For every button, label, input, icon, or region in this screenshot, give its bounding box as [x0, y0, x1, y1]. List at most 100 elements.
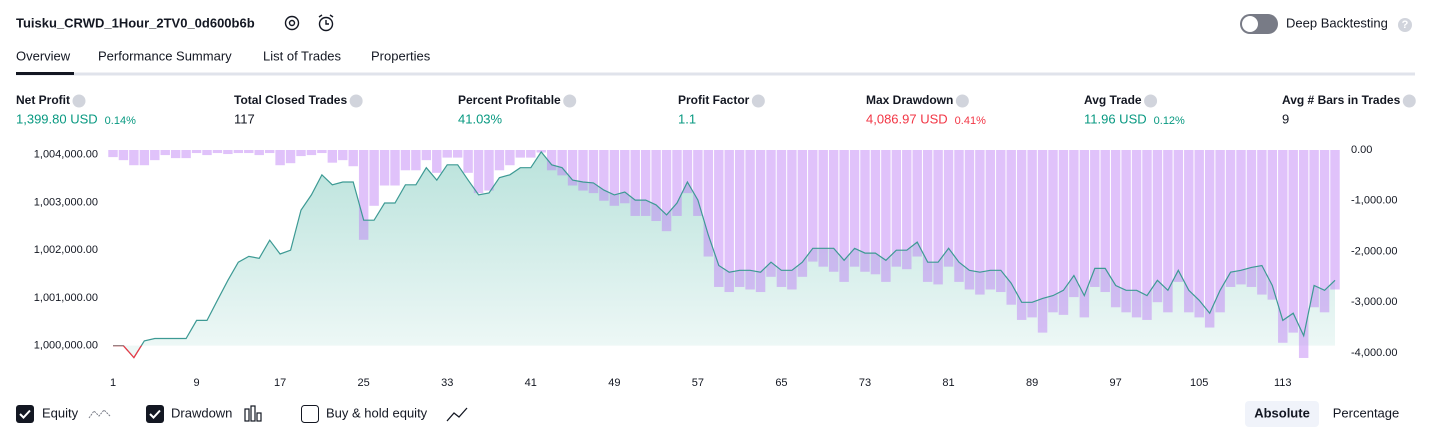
drawdown-bar [1278, 150, 1288, 343]
y2-tick-label: -4,000.00 [1351, 347, 1397, 359]
drawdown-bar [703, 150, 714, 257]
drawdown-bar [693, 150, 703, 216]
help-icon[interactable]: ? [1398, 18, 1412, 32]
drawdown-icon [244, 405, 262, 422]
y-tick-label: 1,002,000.00 [34, 244, 98, 256]
metric-label: Profit Factor [678, 93, 750, 107]
drawdown-bar [1215, 150, 1225, 313]
drawdown-bar [1330, 150, 1340, 290]
drawdown-bar [1006, 150, 1016, 305]
drawdown-bar [755, 150, 766, 293]
metric-percent: 0.41% [955, 115, 986, 127]
drawdown-bar [442, 150, 452, 158]
drawdown-bar [1288, 150, 1298, 333]
drawdown-bar [1309, 150, 1319, 308]
drawdown-bar [494, 150, 505, 171]
drawdown-bar [891, 150, 902, 267]
drawdown-bar [599, 150, 609, 201]
drawdown-bar [1194, 150, 1204, 318]
drawdown-bar [1152, 150, 1163, 303]
drawdown-bar [1069, 150, 1079, 298]
metric-value: 117 [234, 111, 255, 126]
drawdown-bar [421, 150, 432, 161]
drawdown-bar [1090, 150, 1100, 287]
deep-backtesting-label: Deep Backtesting [1286, 15, 1388, 30]
drawdown-bar [400, 150, 411, 171]
drawdown-bar [996, 150, 1006, 293]
drawdown-bar [1027, 150, 1037, 318]
x-tick-label: 73 [859, 377, 871, 389]
drawdown-bar [484, 150, 494, 191]
drawdown-bar [588, 150, 599, 194]
metric-label: Percent Profitable [458, 93, 561, 107]
drawdown-bar [808, 150, 818, 262]
tab[interactable]: Properties [371, 48, 431, 63]
x-tick-label: 41 [525, 377, 537, 389]
drawdown-bar [1058, 150, 1069, 315]
tab[interactable]: Overview [16, 48, 71, 63]
drawdown-bar [724, 150, 734, 293]
metric-value: 41.03% [458, 111, 503, 126]
metric-value: 9 [1282, 111, 1289, 126]
drawdown-bar [390, 150, 400, 186]
settings-icon[interactable] [284, 15, 300, 31]
buy-hold-checkbox[interactable] [301, 405, 319, 423]
drawdown-bar [943, 150, 954, 267]
x-tick-label: 1 [110, 377, 116, 389]
info-icon [1402, 94, 1416, 108]
drawdown-bar [338, 150, 348, 161]
absolute-button-bg[interactable] [1245, 401, 1319, 427]
drawdown-bar [745, 150, 755, 290]
deep-backtesting-toggle[interactable] [1240, 14, 1278, 34]
drawdown-bar [828, 150, 839, 272]
drawdown-bar [150, 150, 160, 161]
drawdown-bar [546, 150, 557, 171]
absolute-button[interactable]: Absolute [1254, 405, 1310, 420]
drawdown-bar [849, 150, 860, 267]
drawdown-checkbox[interactable] [146, 405, 164, 423]
drawdown-bar [1121, 150, 1131, 313]
x-tick-label: 25 [358, 377, 370, 389]
metric-percent: 0.14% [105, 115, 136, 127]
alert-icon[interactable] [318, 14, 334, 32]
drawdown-bar [452, 150, 463, 158]
x-tick-label: 9 [193, 377, 199, 389]
drawdown-bar [411, 150, 421, 171]
drawdown-bar [379, 150, 390, 186]
drawdown-bar [776, 150, 787, 287]
drawdown-bar [170, 150, 181, 159]
drawdown-bar [1100, 150, 1110, 293]
metric-value: 4,086.97 USD [866, 111, 948, 126]
x-tick-label: 57 [692, 377, 704, 389]
drawdown-bar [463, 150, 473, 173]
x-tick-label: 65 [775, 377, 787, 389]
y2-tick-label: -2,000.00 [1351, 245, 1397, 257]
drawdown-bar [1257, 150, 1267, 295]
metric-value: 1.1 [678, 111, 696, 126]
drawdown-bar [327, 150, 338, 163]
buy-hold-icon [446, 407, 468, 422]
drawdown-bar [630, 150, 640, 216]
drawdown-bar [108, 150, 118, 158]
svg-text:?: ? [1402, 19, 1409, 31]
drawdown-bar [661, 150, 672, 232]
drawdown-bar [975, 150, 985, 295]
percentage-button[interactable]: Percentage [1333, 405, 1400, 420]
drawdown-bar [734, 150, 745, 287]
drawdown-bar [369, 150, 379, 206]
metric-label: Total Closed Trades [234, 93, 347, 107]
metric-label: Avg Trade [1084, 93, 1142, 107]
drawdown-bar [505, 150, 515, 166]
info-icon [1144, 94, 1158, 108]
equity-checkbox[interactable] [16, 405, 34, 423]
tab[interactable]: Performance Summary [98, 48, 232, 63]
drawdown-bar [881, 150, 891, 282]
info-icon [72, 94, 86, 108]
drawdown-bar [902, 150, 912, 270]
tab[interactable]: List of Trades [263, 48, 342, 63]
info-icon [751, 94, 765, 108]
drawdown-bar [797, 150, 808, 277]
drawdown-bar [1236, 150, 1246, 285]
